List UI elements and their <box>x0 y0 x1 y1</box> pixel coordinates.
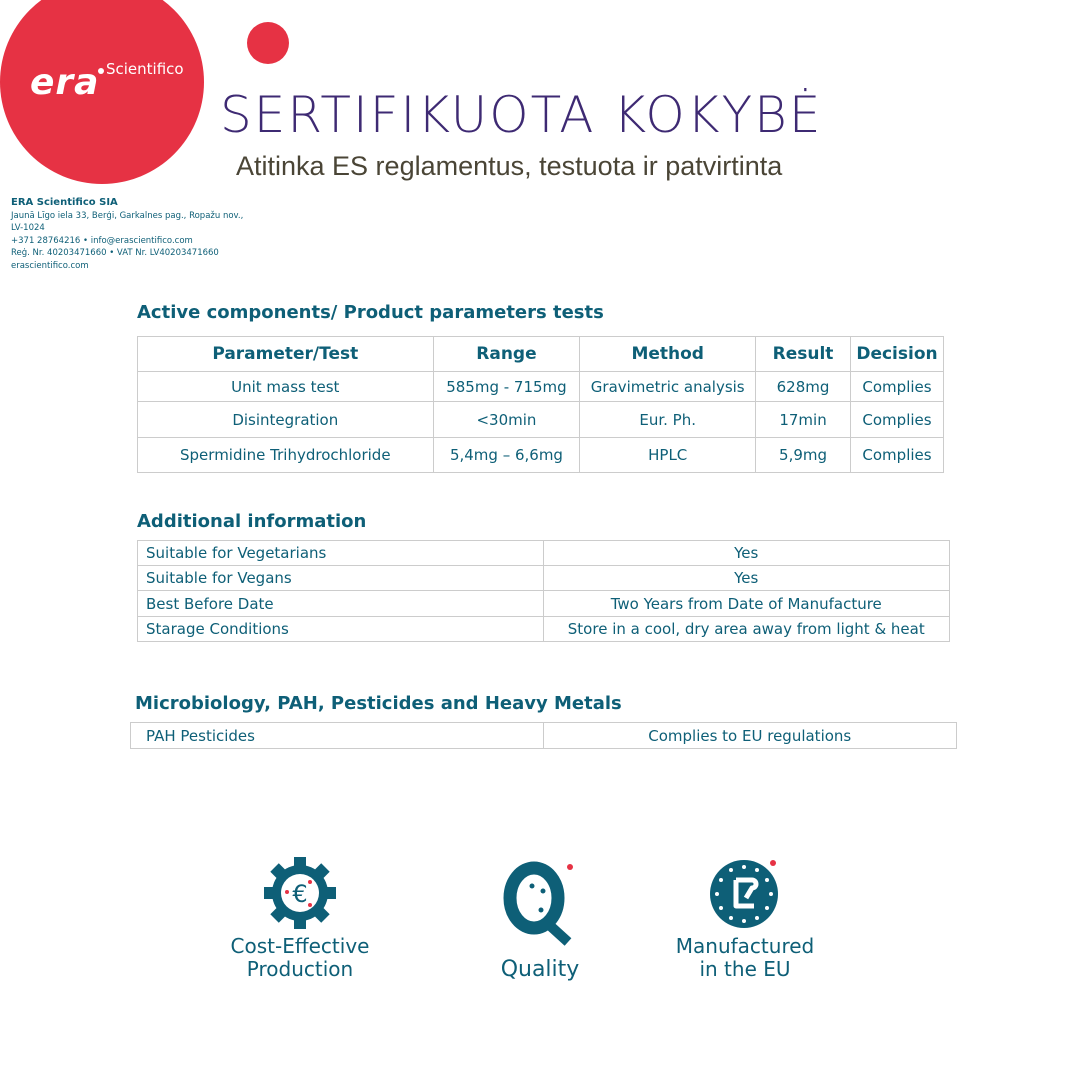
cell: Two Years from Date of Manufacture <box>542 590 950 617</box>
website: erascientifico.com <box>11 260 89 271</box>
feature-label: Quality <box>500 957 580 982</box>
feature-cost-effective: Cost-Effective Production <box>210 935 390 981</box>
section-heading-additional: Additional information <box>137 511 367 532</box>
cell: Best Before Date <box>137 590 544 617</box>
column-header: Result <box>755 336 851 372</box>
logo-text: era <box>30 62 100 103</box>
cell: Suitable for Vegans <box>137 565 544 591</box>
cell: 17min <box>755 401 851 438</box>
column-header: Decision <box>849 336 945 372</box>
cell: Spermidine Trihydrochloride <box>137 437 434 473</box>
logo-subtext: Scientifico <box>106 60 184 78</box>
cell: Yes <box>542 565 950 591</box>
company-name: ERA Scientifico SIA <box>11 197 118 208</box>
table-row: Disintegration <30min Eur. Ph. 17min Complie… <box>137 401 945 438</box>
feature-label: Cost-Effective <box>230 934 370 958</box>
section-heading-active: Active components/ Product parameters te… <box>137 302 604 323</box>
feature-quality: Quality <box>460 958 620 981</box>
address-line: Jaunā Līgo iela 33, Berģi, Garkalnes pag… <box>11 210 244 221</box>
decorative-dot <box>247 22 289 64</box>
microbiology-table: PAH Pesticides Complies to EU regulations <box>130 722 957 749</box>
cell: <30min <box>432 401 581 438</box>
eu-stars-icon <box>710 860 778 928</box>
cell: 5,9mg <box>755 437 851 473</box>
address-line: LV-1024 <box>11 223 45 233</box>
column-header: Parameter/Test <box>137 336 434 372</box>
table-row: Suitable for Vegetarians Yes <box>137 540 950 566</box>
section-heading-micro: Microbiology, PAH, Pesticides and Heavy … <box>135 693 622 714</box>
logo-dot <box>98 68 104 74</box>
table-row: Suitable for Vegans Yes <box>137 565 950 591</box>
cell: Yes <box>542 540 950 566</box>
active-components-table: Parameter/Test Range Method Result Decis… <box>137 336 945 473</box>
table-row: Unit mass test 585mg - 715mg Gravimetric a… <box>137 371 945 402</box>
logo-circle <box>0 0 204 184</box>
cell: HPLC <box>579 437 757 473</box>
page-title: SERTIFIKUOTA KOKYBĖ <box>220 86 823 144</box>
cell: Complies to EU regulations <box>542 722 957 749</box>
feature-label: Production <box>246 957 354 981</box>
cell: PAH Pesticides <box>130 722 544 749</box>
column-header: Range <box>432 336 581 372</box>
quality-q-icon <box>503 861 573 946</box>
feature-manufactured-eu: Manufactured in the EU <box>660 935 830 981</box>
cell: 5,4mg – 6,6mg <box>432 437 581 473</box>
cell: Store in a cool, dry area away from ligh… <box>542 616 950 642</box>
cell: Starage Conditions <box>137 616 544 642</box>
cell: Complies <box>849 437 945 473</box>
cell: Unit mass test <box>137 371 434 402</box>
registration-line: Reģ. Nr. 40203471660 • VAT Nr. LV4020347… <box>11 248 219 258</box>
svg-text:€: € <box>292 880 307 908</box>
column-header: Method <box>579 336 757 372</box>
cell: Suitable for Vegetarians <box>137 540 544 566</box>
contact-line: +371 28764216 • info@erascientifico.com <box>11 235 193 246</box>
additional-info-table: Suitable for Vegetarians Yes Suitable for… <box>137 540 950 642</box>
table-row: PAH Pesticides Complies to EU regulations <box>130 722 957 749</box>
gear-euro-icon: € <box>264 857 336 929</box>
cell: 628mg <box>755 371 851 402</box>
cell: Gravimetric analysis <box>579 371 757 402</box>
cell: Complies <box>849 371 945 402</box>
table-header-row: Parameter/Test Range Method Result Decis… <box>137 336 945 372</box>
feature-label: Manufactured <box>675 934 815 958</box>
page-subtitle: Atitinka ES reglamentus, testuota ir pat… <box>236 151 783 181</box>
cell: Complies <box>849 401 945 438</box>
table-row: Best Before Date Two Years from Date of M… <box>137 590 950 617</box>
table-row: Starage Conditions Store in a cool, dry a… <box>137 616 950 642</box>
company-info: ERA Scientifico SIA Jaunā Līgo iela 33, … <box>11 197 243 272</box>
cell: Eur. Ph. <box>579 401 757 438</box>
feature-label: in the EU <box>699 957 791 981</box>
cell: 585mg - 715mg <box>432 371 581 402</box>
cell: Disintegration <box>137 401 434 438</box>
table-row: Spermidine Trihydrochloride 5,4mg – 6,6mg… <box>137 437 945 473</box>
